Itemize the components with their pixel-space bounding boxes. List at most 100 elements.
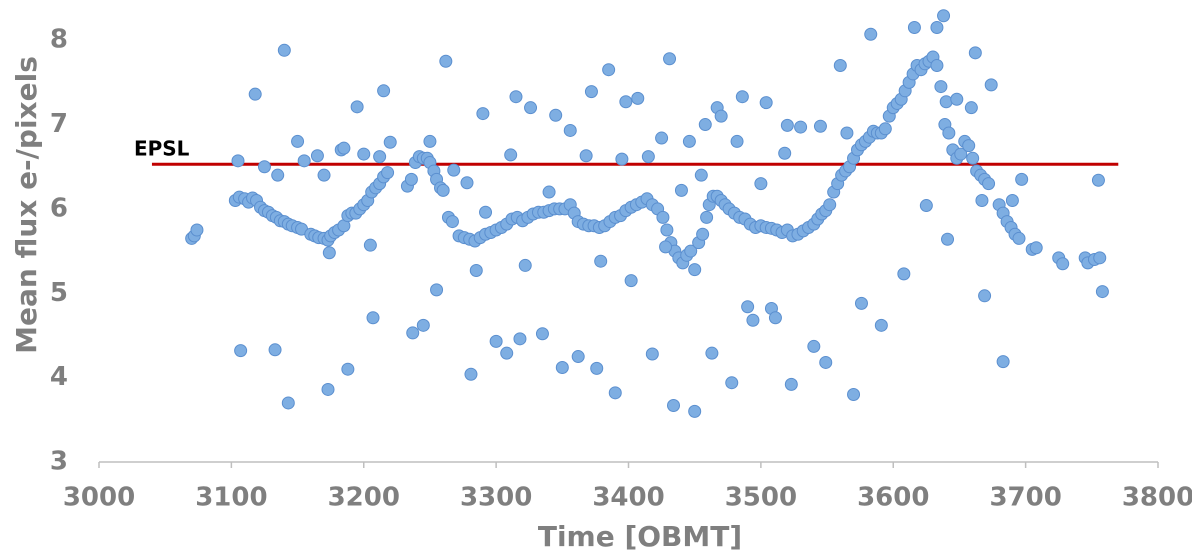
point bbox=[479, 205, 493, 219]
point bbox=[854, 296, 868, 310]
point bbox=[874, 318, 888, 332]
point bbox=[268, 343, 282, 357]
point bbox=[930, 21, 944, 35]
point bbox=[688, 404, 702, 418]
point bbox=[563, 123, 577, 137]
point bbox=[321, 382, 335, 396]
point bbox=[705, 346, 719, 360]
point bbox=[730, 134, 744, 148]
point bbox=[317, 168, 331, 182]
point bbox=[231, 154, 245, 168]
y-tick-label: 5 bbox=[50, 278, 68, 308]
point bbox=[619, 95, 633, 109]
point bbox=[445, 215, 459, 229]
point bbox=[700, 210, 714, 224]
y-tick-label: 4 bbox=[50, 362, 68, 392]
point bbox=[615, 152, 629, 166]
x-tick-label: 3700 bbox=[989, 483, 1061, 513]
point bbox=[310, 149, 324, 163]
point bbox=[682, 134, 696, 148]
point bbox=[950, 92, 964, 106]
point bbox=[696, 227, 710, 241]
x-tick-label: 3500 bbox=[725, 483, 797, 513]
point bbox=[780, 118, 794, 132]
x-tick-label: 3100 bbox=[195, 483, 267, 513]
point bbox=[460, 176, 474, 190]
point bbox=[641, 150, 655, 164]
point bbox=[469, 263, 483, 277]
point bbox=[954, 147, 968, 161]
point bbox=[1015, 172, 1029, 186]
point bbox=[1005, 193, 1019, 207]
point bbox=[322, 246, 336, 260]
point bbox=[1091, 173, 1105, 187]
point bbox=[759, 96, 773, 110]
point bbox=[383, 135, 397, 149]
point bbox=[602, 63, 616, 77]
y-tick-label: 6 bbox=[50, 193, 68, 223]
point bbox=[964, 101, 978, 115]
point bbox=[590, 361, 604, 375]
point bbox=[363, 238, 377, 252]
x-tick-label: 3400 bbox=[592, 483, 664, 513]
point bbox=[754, 177, 768, 191]
point bbox=[509, 90, 523, 104]
point bbox=[833, 58, 847, 72]
x-tick-label: 3600 bbox=[857, 483, 929, 513]
point bbox=[778, 146, 792, 160]
point bbox=[663, 52, 677, 66]
point bbox=[436, 183, 450, 197]
y-tick-label: 3 bbox=[50, 447, 68, 477]
x-tick-label: 3800 bbox=[1122, 483, 1192, 513]
point bbox=[624, 274, 638, 288]
point bbox=[907, 21, 921, 35]
point bbox=[291, 134, 305, 148]
y-tick-label: 8 bbox=[50, 25, 68, 55]
point bbox=[735, 90, 749, 104]
point bbox=[840, 126, 854, 140]
point bbox=[423, 134, 437, 148]
point bbox=[464, 367, 478, 381]
point bbox=[476, 107, 490, 121]
point bbox=[1093, 251, 1107, 265]
point bbox=[847, 388, 861, 402]
point bbox=[978, 289, 992, 303]
point bbox=[674, 183, 688, 197]
point bbox=[655, 131, 669, 145]
point bbox=[504, 148, 518, 162]
point bbox=[584, 85, 598, 99]
point bbox=[741, 300, 755, 314]
point bbox=[1012, 231, 1026, 245]
point bbox=[579, 149, 593, 163]
point bbox=[594, 254, 608, 268]
point bbox=[447, 163, 461, 177]
point bbox=[823, 198, 837, 212]
reference-label: EPSL bbox=[134, 137, 190, 161]
point bbox=[1095, 285, 1109, 299]
point bbox=[366, 311, 380, 325]
point bbox=[746, 313, 760, 327]
point bbox=[571, 350, 585, 364]
point bbox=[357, 147, 371, 161]
point bbox=[406, 326, 420, 340]
point bbox=[513, 332, 527, 346]
point bbox=[919, 199, 933, 213]
point bbox=[373, 150, 387, 164]
point bbox=[281, 396, 295, 410]
y-tick-label: 7 bbox=[50, 109, 68, 139]
point bbox=[982, 177, 996, 191]
point bbox=[897, 267, 911, 281]
point bbox=[768, 311, 782, 325]
point bbox=[656, 210, 670, 224]
point bbox=[404, 172, 418, 186]
point bbox=[350, 100, 364, 114]
point bbox=[631, 91, 645, 105]
point bbox=[271, 168, 285, 182]
point bbox=[941, 232, 955, 246]
x-tick-label: 3000 bbox=[63, 483, 135, 513]
point bbox=[1029, 241, 1043, 255]
point bbox=[688, 263, 702, 277]
point bbox=[984, 78, 998, 92]
point bbox=[549, 108, 563, 122]
point bbox=[659, 240, 673, 254]
